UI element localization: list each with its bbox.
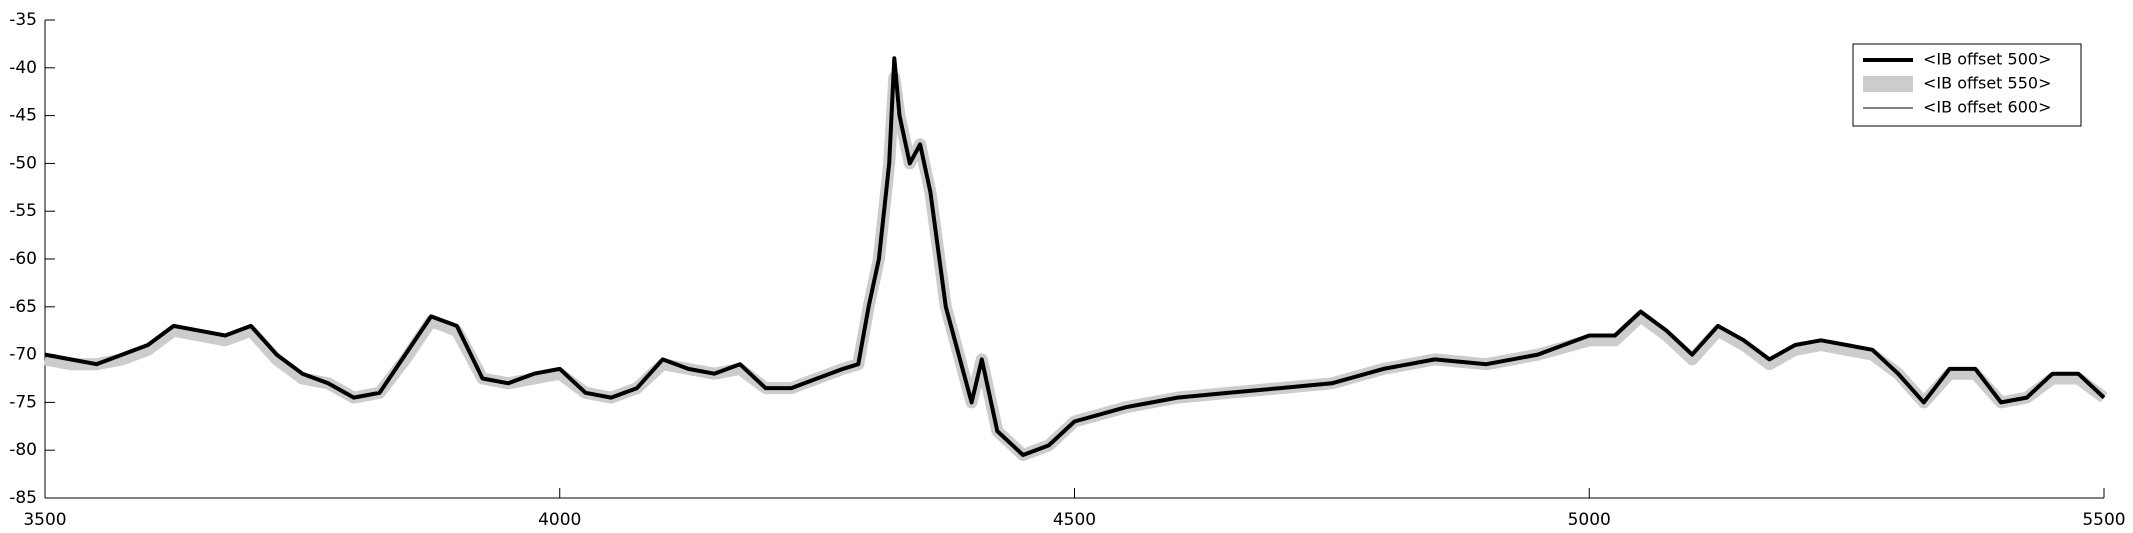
y-tick-label: -65 [9,297,37,317]
series-line [44,56,2106,457]
x-tick-label: 4500 [1053,510,1096,530]
y-tick-label: -80 [9,440,37,460]
y-tick-label: -35 [9,10,37,30]
legend-label: <IB offset 550> [1923,74,2051,93]
y-tick-label: -45 [9,106,37,126]
y-tick-label: -50 [9,153,37,173]
legend-label: <IB offset 500> [1923,50,2051,69]
y-tick-label: -55 [9,201,37,221]
y-tick-label: -85 [9,488,37,508]
x-tick-label: 5000 [1568,510,1611,530]
x-tick-label: 5500 [2082,510,2125,530]
y-tick-label: -40 [9,58,37,78]
legend-label: <IB offset 600> [1923,98,2051,117]
x-tick-label: 4000 [538,510,581,530]
y-tick-label: -60 [9,249,37,269]
y-tick-label: -75 [9,392,37,412]
y-tick-label: -70 [9,345,37,365]
x-tick-label: 3500 [23,510,66,530]
